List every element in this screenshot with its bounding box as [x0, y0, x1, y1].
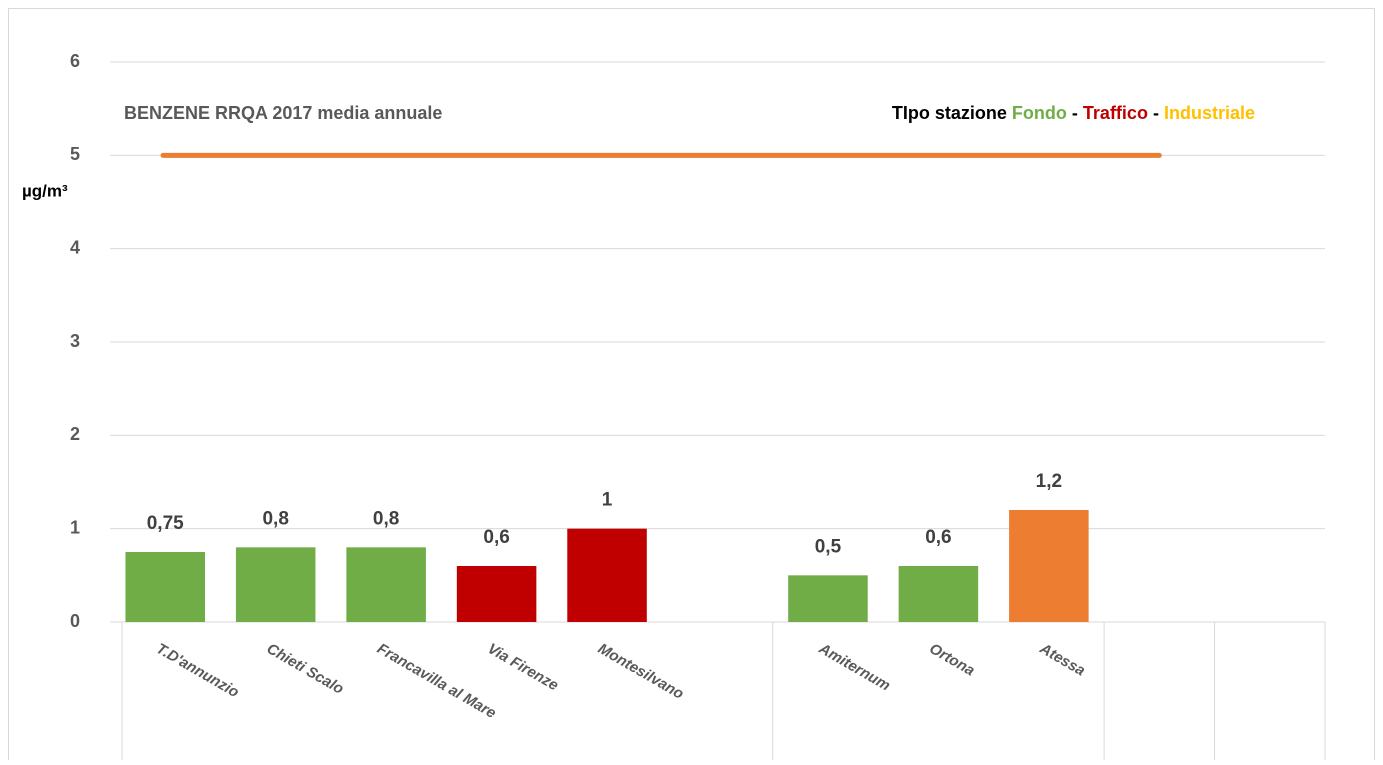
bar — [788, 575, 868, 622]
data-label: 0,5 — [815, 536, 842, 557]
x-tick-label: Chieti Scalo — [264, 640, 347, 698]
bar — [567, 528, 647, 622]
data-label: 0,6 — [925, 527, 951, 548]
chart-title: BENZENE RRQA 2017 media annuale — [124, 103, 442, 123]
legend-title: TIpo stazione — [892, 103, 1007, 123]
bar — [898, 566, 979, 622]
bar — [1009, 510, 1089, 622]
chart-frame — [8, 8, 1375, 765]
x-tick-label: Amiternum — [815, 640, 893, 695]
data-label: 0,8 — [262, 508, 288, 529]
data-label: 1,2 — [1036, 471, 1062, 492]
data-label: 1 — [602, 490, 613, 511]
legend-separator: - — [1153, 103, 1159, 123]
y-tick-label: 3 — [70, 331, 80, 351]
y-tick-label: 4 — [70, 237, 80, 257]
y-tick-label: 5 — [70, 144, 80, 164]
data-label: 0,6 — [483, 527, 509, 548]
bar — [346, 547, 426, 622]
x-tick-label: T.D'annunzio — [153, 640, 242, 701]
x-tick-label: Atessa — [1036, 640, 1088, 680]
legend-item: Industriale — [1164, 103, 1255, 123]
y-tick-label: 2 — [70, 424, 80, 444]
legend-item: Fondo — [1012, 103, 1067, 123]
legend: TIpo stazione Fondo - Traffico - Industr… — [892, 103, 1255, 123]
legend-item: Traffico — [1083, 103, 1148, 123]
x-tick-label: Via Firenze — [485, 640, 562, 694]
x-tick-label: Ortona — [926, 640, 977, 679]
y-tick-label: 1 — [70, 517, 80, 537]
y-tick-label: 0 — [70, 611, 80, 631]
data-label: 0,75 — [147, 513, 184, 534]
y-axis-label: µg/m³ — [22, 181, 68, 200]
x-tick-label: Montesilvano — [595, 640, 687, 703]
bar — [456, 566, 537, 622]
legend-separator: - — [1072, 103, 1078, 123]
data-label: 0,8 — [373, 508, 399, 529]
y-tick-label: 6 — [70, 51, 80, 71]
x-tick-label: Francavilla al Mare — [374, 640, 499, 722]
bar — [125, 552, 205, 622]
bar — [235, 547, 316, 622]
